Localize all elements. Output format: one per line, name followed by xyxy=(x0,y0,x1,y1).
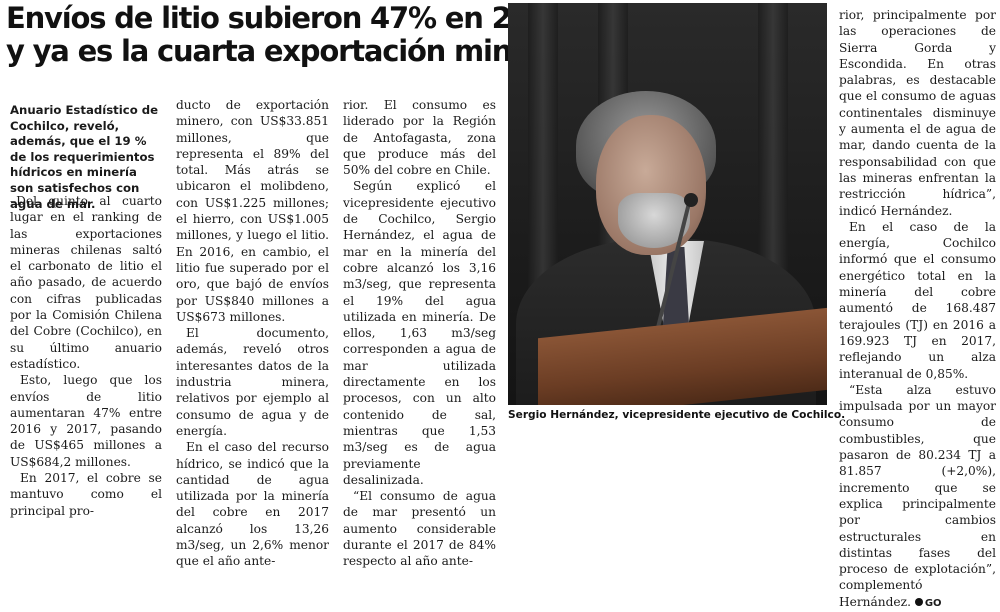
speaker-photo xyxy=(508,3,827,405)
photo-caption: Sergio Hernández, vicepresidente ejecuti… xyxy=(508,409,846,421)
col4-paragraph-2: En el caso de la energía, Cochilco infor… xyxy=(839,219,996,381)
headline: Envíos de litio subieron 47% en 2017 y y… xyxy=(6,1,569,68)
col3-paragraph-2: Según explicó el vicepresidente ejecutiv… xyxy=(343,179,496,487)
column-4: rior, principalmente por las operaciones… xyxy=(839,7,996,612)
col3-paragraph-3: “El consumo de agua de mar presentó un a… xyxy=(343,489,496,569)
col4-paragraph-1: rior, principalmente por las operaciones… xyxy=(839,8,996,218)
signoff: GO xyxy=(914,597,942,609)
signoff-initials: GO xyxy=(924,597,942,609)
col1-paragraph-1: –Del quinto al cuarto lugar en el rankin… xyxy=(10,194,162,371)
col4-paragraph-3-text: “Esta alza estuvo impulsada por un mayor… xyxy=(839,382,996,609)
microphone-icon xyxy=(684,193,698,207)
col4-paragraph-3: “Esta alza estuvo impulsada por un mayor… xyxy=(839,382,996,612)
signoff-icon xyxy=(914,597,923,606)
col2-paragraph-3: En el caso del recurso hídrico, se indic… xyxy=(176,440,329,569)
column-1: –Del quinto al cuarto lugar en el rankin… xyxy=(10,193,162,519)
col3-paragraph-1: rior. El consumo es liderado por la Regi… xyxy=(343,98,496,178)
col2-paragraph-2: El documento, además, reveló otros inter… xyxy=(176,326,329,438)
headline-line-2: y ya es la cuarta exportación minera xyxy=(6,34,562,68)
col1-paragraph-3: En 2017, el cobre se mantuvo como el pri… xyxy=(10,471,162,518)
column-3: rior. El consumo es liderado por la Regi… xyxy=(343,97,496,570)
headline-line-1: Envíos de litio subieron 47% en 2017 xyxy=(6,1,569,35)
lede-column: Anuario Estadístico de Cochilco, reveló,… xyxy=(10,103,160,212)
col2-paragraph-1: ducto de exportación minero, con US$33.8… xyxy=(176,98,329,324)
col1-paragraph-2: Esto, luego que los envíos de litio aume… xyxy=(10,373,162,469)
column-2: ducto de exportación minero, con US$33.8… xyxy=(176,97,329,570)
lede: Anuario Estadístico de Cochilco, reveló,… xyxy=(10,103,159,211)
